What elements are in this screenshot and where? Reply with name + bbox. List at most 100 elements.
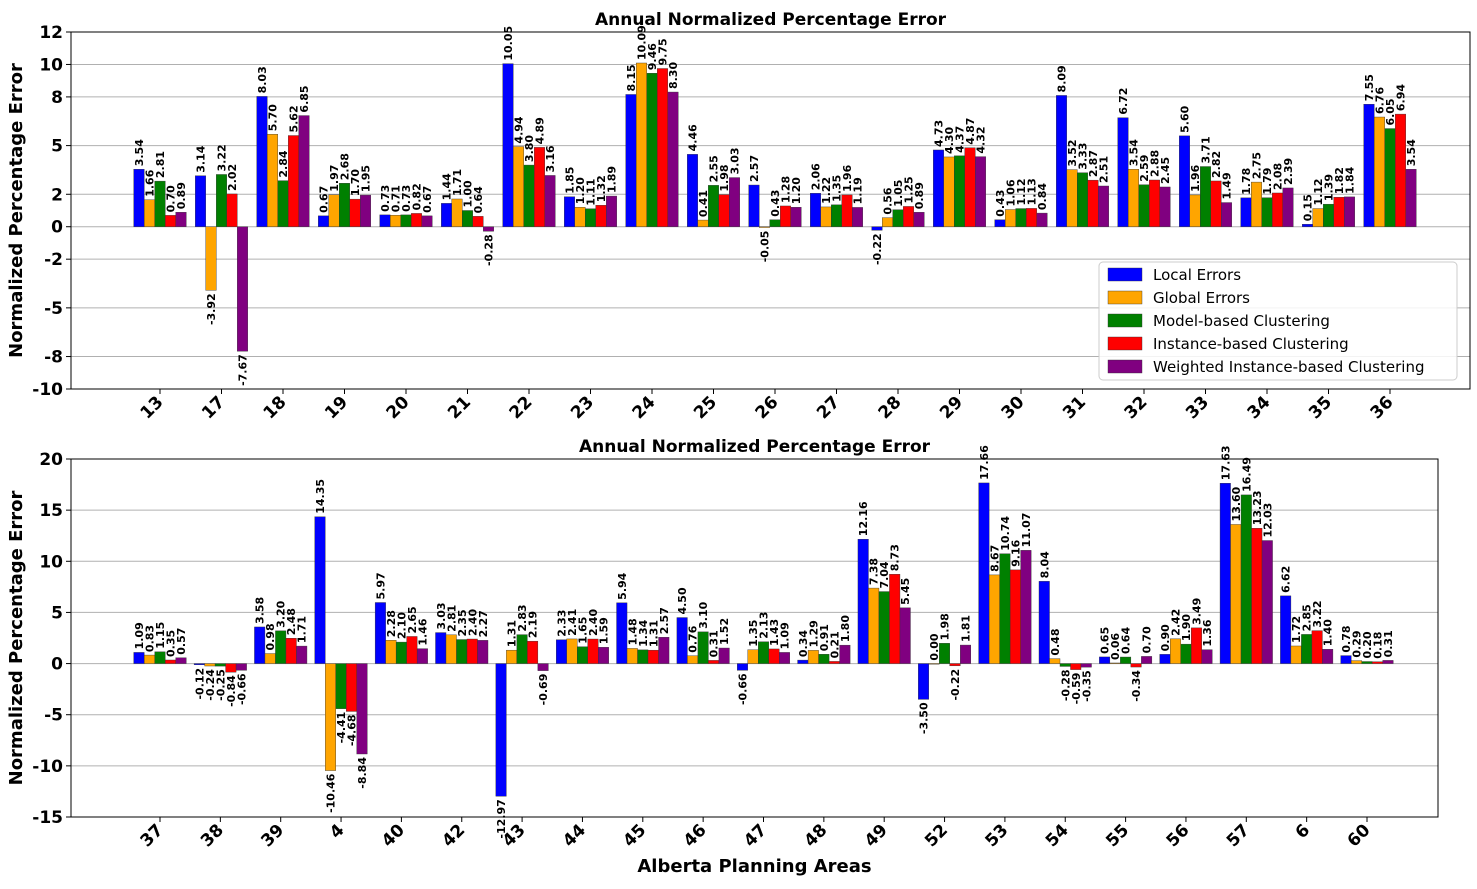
bar (1066, 169, 1078, 227)
data-label: 3.14 (195, 145, 208, 172)
data-label: -0.28 (1059, 669, 1072, 701)
bar (318, 215, 329, 227)
bar (385, 640, 397, 664)
y-tick-label: 10 (39, 55, 63, 75)
bar (335, 663, 347, 709)
category-group-28: -0.22 0.561.051.250.89 (871, 176, 926, 265)
data-label: 1.97 (328, 165, 341, 192)
data-label: 2.75 (1251, 152, 1264, 179)
bar (1179, 135, 1190, 227)
category-group-23: 1.851.201.111.321.89 (564, 166, 619, 227)
bar (913, 212, 925, 227)
x-tick-label: 37 (137, 820, 168, 851)
category-group-27: 2.061.221.351.961.19 (810, 163, 865, 227)
bar (1015, 208, 1027, 227)
data-label: 0.73 (379, 185, 392, 212)
bar (267, 134, 278, 227)
data-label: -0.05 (759, 231, 772, 263)
category-group-43: -12.97 1.312.832.19 -0.69 (495, 604, 550, 838)
bar (214, 663, 226, 667)
data-label: 9.75 (657, 38, 670, 65)
legend-label: Instance-based Clustering (1153, 335, 1349, 353)
data-label: 2.55 (708, 155, 721, 182)
bar (435, 632, 447, 664)
data-label: -0.25 (214, 669, 227, 701)
data-label: 4.30 (943, 126, 956, 153)
data-label: -8.84 (356, 757, 369, 789)
bar (395, 641, 407, 664)
data-label: -0.34 (1130, 670, 1143, 702)
bar (133, 652, 145, 664)
legend-swatch (1107, 290, 1143, 305)
bar (1280, 595, 1292, 664)
data-label: 0.71 (390, 185, 403, 212)
data-label: -0.12 (193, 668, 206, 700)
y-tick-label: 0 (51, 655, 63, 675)
bar (933, 149, 944, 227)
bar (708, 660, 720, 664)
data-label: 1.95 (360, 165, 373, 192)
category-group-55: 0.650.060.64 -0.34 0.70 (1099, 626, 1154, 702)
data-label: -10.46 (325, 773, 338, 813)
data-label: 10.09 (636, 25, 649, 60)
bar (697, 219, 709, 227)
bar (537, 663, 549, 671)
data-label: 2.87 (1087, 150, 1100, 177)
bar (1384, 128, 1396, 227)
bar (878, 591, 890, 664)
data-label: 1.31 (506, 620, 519, 647)
data-label: -0.66 (235, 673, 248, 705)
data-label: 0.31 (1382, 630, 1395, 657)
bar (737, 663, 748, 671)
x-tick-label: 13 (137, 392, 168, 423)
data-label: -0.35 (1080, 670, 1093, 702)
data-label: 1.31 (647, 620, 660, 647)
bar (441, 203, 452, 227)
legend-label: Model-based Clustering (1153, 312, 1330, 330)
data-label: -0.66 (737, 673, 750, 705)
bar (960, 644, 971, 664)
bar (144, 654, 155, 664)
bar (1120, 656, 1132, 664)
data-label: 2.06 (810, 163, 823, 190)
data-label: 2.41 (566, 609, 579, 636)
bar (421, 215, 433, 227)
data-label: 0.65 (1099, 627, 1112, 654)
bar (1138, 184, 1150, 227)
data-label: 0.20 (1361, 631, 1374, 658)
data-label: 6.05 (1384, 98, 1397, 125)
x-tick-label: 21 (444, 392, 475, 423)
bar (390, 215, 401, 227)
bar (466, 638, 478, 664)
bar (606, 195, 617, 227)
bar (882, 217, 893, 227)
data-label: -0.59 (1070, 673, 1083, 705)
category-group-56: 0.902.421.903.491.36 (1159, 598, 1214, 664)
category-group-20: 0.730.710.730.820.67 (379, 183, 434, 227)
bar (1272, 192, 1283, 227)
data-label: 5.45 (899, 578, 912, 605)
data-label: 3.10 (697, 601, 710, 628)
bar (928, 663, 940, 665)
bar (943, 156, 955, 227)
data-label: 1.78 (1240, 168, 1253, 195)
category-group-60: 0.780.290.200.180.31 (1340, 625, 1395, 664)
data-label: -7.67 (237, 354, 250, 386)
data-label: 0.89 (175, 182, 188, 209)
bar (676, 617, 688, 664)
bar (780, 205, 791, 227)
data-label: 10.74 (999, 516, 1012, 551)
bar (204, 663, 216, 667)
bar (828, 661, 840, 664)
bar (636, 62, 647, 227)
y-tick-label: 2 (51, 185, 63, 205)
data-label: 4.89 (534, 117, 547, 144)
bar (288, 135, 299, 227)
data-label: 3.52 (1066, 139, 1079, 166)
bar (154, 651, 166, 664)
bar (820, 206, 832, 227)
category-group-32: 6.72 3.542.592.882.45 (1117, 88, 1172, 227)
data-label: 1.81 (960, 615, 973, 642)
data-label: -4.41 (335, 712, 348, 744)
data-label: 2.40 (466, 609, 479, 636)
